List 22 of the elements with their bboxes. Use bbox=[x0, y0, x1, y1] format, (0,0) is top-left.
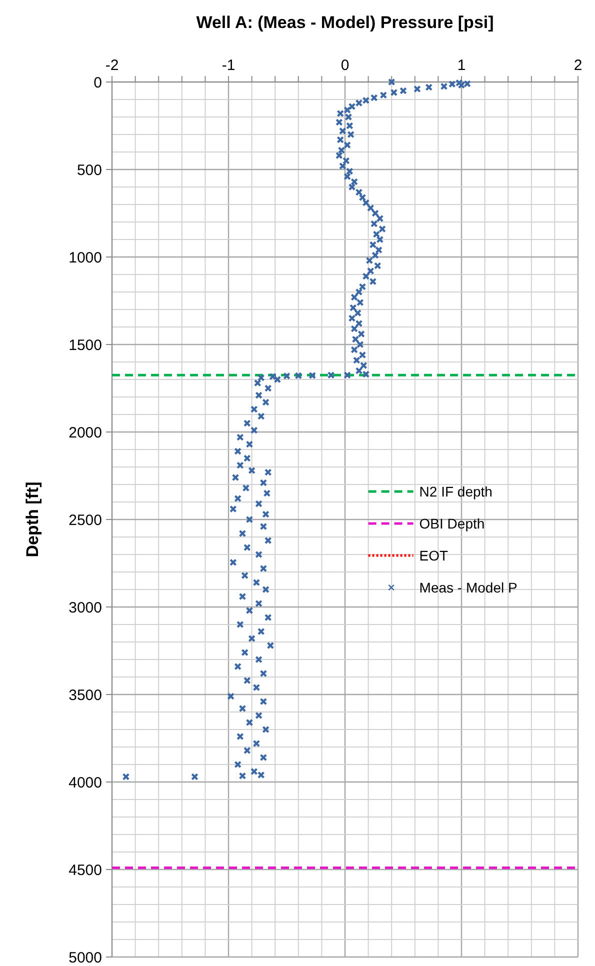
y-tick-label: 1500 bbox=[68, 336, 102, 354]
y-tick-label: 0 bbox=[94, 74, 102, 92]
x-tick-label: 2 bbox=[574, 57, 582, 74]
y-axis-title: Depth [ft] bbox=[23, 482, 42, 558]
x-axis-title: Well A: (Meas - Model) Pressure [psi] bbox=[196, 13, 494, 32]
y-tick-label: 500 bbox=[76, 162, 102, 179]
legend-label: N2 IF depth bbox=[419, 483, 492, 500]
y-tick-label: 3500 bbox=[68, 686, 102, 704]
y-tick-label: 5000 bbox=[68, 949, 102, 966]
y-tick-label: 4000 bbox=[68, 774, 102, 792]
x-tick-label: -1 bbox=[222, 57, 236, 74]
legend-label: Meas - Model P bbox=[419, 579, 518, 596]
x-tick-label: 1 bbox=[457, 57, 466, 74]
y-tick-label: 4500 bbox=[68, 862, 102, 879]
x-tick-label: -2 bbox=[105, 57, 119, 74]
y-tick-label: 3000 bbox=[68, 599, 102, 616]
legend-label: EOT bbox=[419, 547, 449, 564]
y-tick-label: 2500 bbox=[68, 512, 102, 529]
y-tick-label: 2000 bbox=[68, 424, 102, 442]
legend-label: OBI Depth bbox=[419, 515, 485, 532]
x-tick-label: 0 bbox=[340, 57, 350, 74]
y-tick-label: 1000 bbox=[68, 249, 102, 266]
